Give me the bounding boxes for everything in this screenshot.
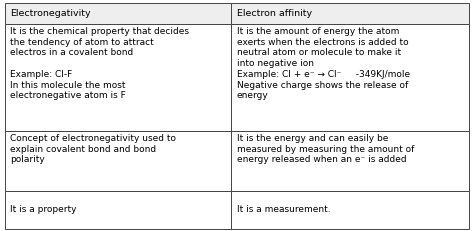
Text: It is a measurement.: It is a measurement. [237, 205, 330, 214]
Bar [231, 191, 469, 229]
Bar [5, 191, 231, 229]
Text: It is the chemical property that decides
the tendency of atom to attract
electro: It is the chemical property that decides… [10, 27, 190, 100]
Text: It is the energy and can easily be
measured by measuring the amount of
energy re: It is the energy and can easily be measu… [237, 134, 414, 164]
Text: Electron affinity: Electron affinity [237, 9, 311, 18]
Bar [5, 131, 231, 191]
Bar [231, 131, 469, 191]
Bar [5, 3, 231, 24]
Bar [5, 24, 231, 131]
Text: Concept of electronegativity used to
explain covalent bond and bond
polarity: Concept of electronegativity used to exp… [10, 134, 176, 164]
Bar [231, 3, 469, 24]
Bar [231, 24, 469, 131]
Text: It is a property: It is a property [10, 205, 77, 214]
Text: It is the amount of energy the atom
exerts when the electrons is added to
neutra: It is the amount of energy the atom exer… [237, 27, 410, 100]
Text: Electronegativity: Electronegativity [10, 9, 91, 18]
